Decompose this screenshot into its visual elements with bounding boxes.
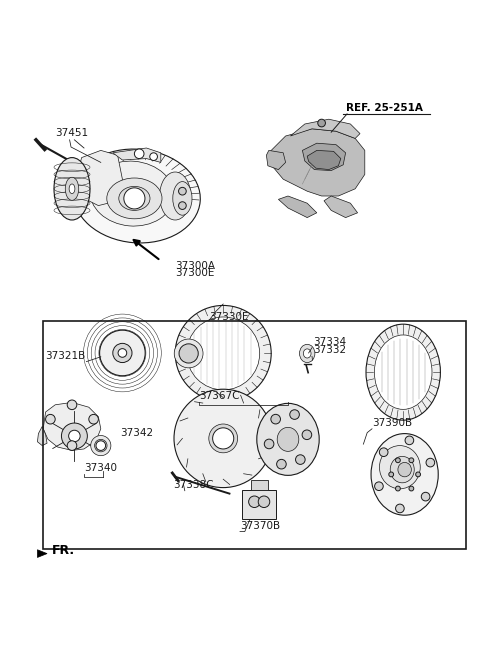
Polygon shape (77, 150, 122, 205)
Text: 37300A: 37300A (175, 261, 215, 272)
Ellipse shape (390, 457, 414, 483)
Polygon shape (302, 143, 346, 171)
Polygon shape (266, 150, 286, 170)
Circle shape (409, 458, 414, 462)
Polygon shape (324, 196, 358, 218)
Ellipse shape (54, 157, 90, 220)
Ellipse shape (95, 440, 107, 452)
Circle shape (416, 472, 420, 477)
Polygon shape (43, 402, 101, 451)
Circle shape (249, 496, 260, 508)
Ellipse shape (107, 178, 162, 219)
Text: 37330E: 37330E (209, 312, 248, 322)
Polygon shape (307, 150, 341, 170)
Circle shape (124, 188, 145, 209)
Polygon shape (113, 148, 161, 163)
Polygon shape (290, 119, 360, 138)
Ellipse shape (119, 186, 150, 211)
Circle shape (118, 348, 127, 358)
Circle shape (405, 436, 414, 445)
Ellipse shape (100, 330, 145, 376)
Circle shape (396, 486, 400, 491)
Ellipse shape (371, 434, 438, 515)
Circle shape (374, 482, 383, 491)
Text: 37334: 37334 (313, 337, 346, 347)
Text: 37370B: 37370B (240, 521, 280, 531)
Text: 37367C: 37367C (199, 391, 240, 401)
Circle shape (276, 459, 286, 469)
Ellipse shape (73, 149, 200, 243)
Text: 37451: 37451 (55, 128, 88, 138)
Text: REF. 25-251A: REF. 25-251A (346, 103, 422, 113)
Circle shape (61, 423, 87, 449)
Circle shape (296, 455, 305, 464)
Circle shape (290, 410, 300, 419)
Circle shape (389, 472, 394, 477)
Ellipse shape (209, 424, 238, 453)
Circle shape (409, 486, 414, 491)
Circle shape (379, 448, 388, 457)
Circle shape (213, 428, 234, 449)
Circle shape (46, 415, 55, 424)
Ellipse shape (379, 445, 420, 489)
Ellipse shape (366, 324, 441, 420)
Text: 37342: 37342 (120, 428, 153, 438)
Circle shape (179, 202, 186, 209)
Circle shape (134, 149, 144, 159)
Ellipse shape (173, 182, 192, 215)
Ellipse shape (159, 172, 191, 220)
Text: 37321B: 37321B (45, 351, 85, 361)
Circle shape (150, 153, 157, 161)
Ellipse shape (374, 335, 432, 409)
Text: 37332: 37332 (313, 345, 346, 356)
Circle shape (318, 119, 325, 127)
Polygon shape (37, 426, 47, 445)
Circle shape (271, 415, 280, 424)
Ellipse shape (91, 436, 111, 456)
Circle shape (113, 343, 132, 363)
Circle shape (89, 415, 98, 424)
Circle shape (67, 441, 77, 451)
Ellipse shape (90, 161, 174, 226)
Circle shape (302, 430, 312, 440)
Circle shape (67, 400, 77, 409)
Polygon shape (37, 550, 47, 558)
Bar (43, 321, 466, 549)
Circle shape (421, 492, 430, 501)
Polygon shape (278, 196, 317, 218)
Text: 37300E: 37300E (175, 268, 215, 277)
Circle shape (96, 441, 106, 451)
Text: 37338C: 37338C (173, 480, 213, 490)
Ellipse shape (174, 339, 203, 368)
Ellipse shape (175, 306, 271, 401)
Ellipse shape (300, 344, 315, 363)
Circle shape (258, 496, 270, 508)
Text: 37390B: 37390B (372, 418, 412, 428)
Ellipse shape (69, 184, 75, 194)
Ellipse shape (277, 427, 299, 451)
Bar (251, 480, 268, 490)
Circle shape (179, 344, 198, 363)
Polygon shape (269, 129, 365, 196)
Text: 37340: 37340 (84, 463, 117, 473)
Circle shape (179, 188, 186, 195)
Text: FR.: FR. (52, 544, 75, 557)
Circle shape (69, 430, 80, 441)
Circle shape (396, 504, 404, 513)
Circle shape (396, 458, 400, 462)
Ellipse shape (398, 462, 411, 477)
Ellipse shape (174, 389, 273, 487)
Ellipse shape (257, 403, 319, 476)
Circle shape (426, 459, 435, 467)
Bar (242, 490, 276, 518)
Circle shape (264, 439, 274, 449)
Ellipse shape (187, 317, 260, 390)
Ellipse shape (303, 349, 311, 358)
Ellipse shape (65, 177, 79, 200)
